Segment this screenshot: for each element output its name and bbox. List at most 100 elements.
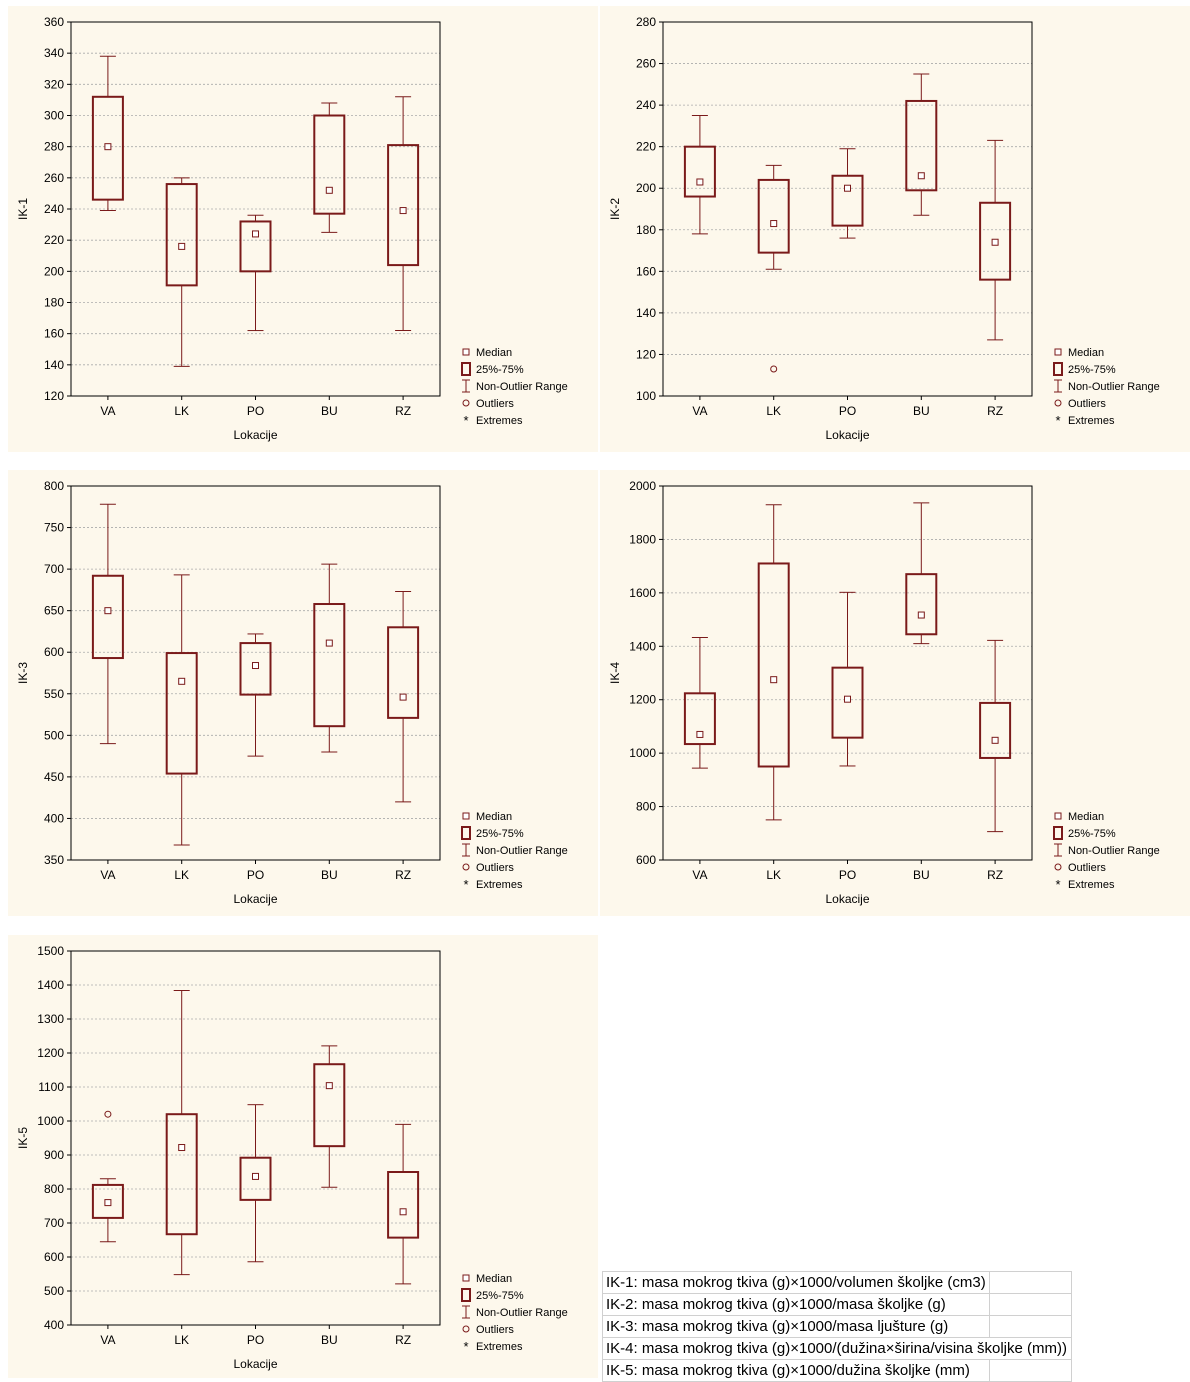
legend-box-label: 25%-75% xyxy=(1068,828,1116,840)
iqr-box xyxy=(313,1063,346,1148)
y-axis-label: IK-4 xyxy=(608,662,622,684)
boxplot-chart: 350 400 450 500 550 600 650 700 750 800 VA LK PO BU RZ… xyxy=(16,479,568,906)
median-marker xyxy=(252,662,259,670)
y-tick-label: 180 xyxy=(636,223,656,237)
x-tick-label: BU xyxy=(321,868,338,882)
x-tick-label: BU xyxy=(321,404,338,418)
y-tick-label: 650 xyxy=(44,604,64,618)
y-tick-label: 1000 xyxy=(629,746,656,760)
x-tick-label: LK xyxy=(766,404,781,418)
legend-median-label: Median xyxy=(476,1273,512,1285)
iqr-box xyxy=(757,178,790,254)
x-tick-label: VA xyxy=(100,404,115,418)
median-marker xyxy=(770,220,778,228)
x-tick-label: RZ xyxy=(987,404,1003,418)
iqr-box xyxy=(91,574,124,660)
chart-panel-ik3: 350 400 450 500 550 600 650 700 750 800 VA LK PO BU RZ… xyxy=(8,470,598,916)
median-marker xyxy=(844,184,851,192)
y-axis-label: IK-2 xyxy=(608,198,622,220)
median-marker xyxy=(770,676,778,684)
y-tick-label: 180 xyxy=(44,296,64,310)
chart-panel-ik4: 600 800 1000 1200 1400 1600 1800 2000 VA LK PO BU RZ… xyxy=(600,470,1190,916)
definition-row: IK-3: masa mokrog tkiva (g)×1000/masa lj… xyxy=(602,1315,1072,1338)
legend-box-symbol xyxy=(1053,826,1063,840)
legend-median-symbol xyxy=(462,1274,470,1282)
y-tick-label: 600 xyxy=(636,853,656,867)
x-axis-label: Lokacije xyxy=(825,428,869,442)
iqr-box xyxy=(239,220,272,273)
y-tick-label: 200 xyxy=(44,264,64,278)
legend-outlier-symbol xyxy=(462,863,470,871)
x-tick-label: BU xyxy=(913,404,930,418)
y-tick-label: 1600 xyxy=(629,586,656,600)
legend-range-label: Non-Outlier Range xyxy=(476,381,568,393)
iqr-box xyxy=(387,1171,420,1239)
y-tick-label: 800 xyxy=(44,479,64,493)
iqr-box xyxy=(313,603,346,728)
y-tick-label: 360 xyxy=(44,15,64,29)
y-tick-label: 750 xyxy=(44,521,64,535)
iqr-box xyxy=(91,95,124,201)
boxplot-chart: 100 120 140 160 180 200 220 240 260 280 VA LK PO BU RZ… xyxy=(608,15,1160,442)
legend-outlier-symbol xyxy=(1054,863,1062,871)
plot-frame xyxy=(662,485,1033,861)
y-tick-label: 260 xyxy=(636,57,656,71)
y-tick-label: 350 xyxy=(44,853,64,867)
x-tick-label: RZ xyxy=(395,404,411,418)
iqr-box xyxy=(313,114,346,215)
median-marker xyxy=(696,730,704,738)
legend-median-symbol xyxy=(1054,812,1062,820)
plot-frame xyxy=(70,485,441,861)
definition-text: IK-5: masa mokrog tkiva (g)×1000/dužina … xyxy=(602,1359,990,1382)
x-tick-label: LK xyxy=(766,868,781,882)
median-marker xyxy=(178,677,186,685)
y-tick-label: 200 xyxy=(636,181,656,195)
legend-range-label: Non-Outlier Range xyxy=(1068,845,1160,857)
y-tick-label: 1400 xyxy=(629,639,656,653)
chart-panel-ik1: 120 140 160 180 200 220 240 260 280 300 320 340 360 V… xyxy=(8,6,598,452)
legend-extreme-label: Extremes xyxy=(476,1341,523,1353)
y-axis-label: IK-5 xyxy=(16,1127,30,1149)
x-tick-label: LK xyxy=(174,1333,189,1347)
x-tick-label: BU xyxy=(913,868,930,882)
iqr-box xyxy=(831,666,864,739)
y-tick-label: 500 xyxy=(44,728,64,742)
y-axis-label: IK-3 xyxy=(16,662,30,684)
legend-median-label: Median xyxy=(1068,347,1104,359)
iqr-box xyxy=(831,174,864,227)
legend-outlier-symbol xyxy=(462,399,470,407)
legend-extreme-symbol: * xyxy=(463,1339,468,1354)
plot-frame xyxy=(662,21,1033,397)
iqr-box xyxy=(979,701,1012,759)
median-marker xyxy=(917,611,925,619)
y-tick-label: 1000 xyxy=(37,1114,64,1128)
x-tick-label: VA xyxy=(100,868,115,882)
outlier-point xyxy=(104,1110,112,1118)
iqr-box xyxy=(387,626,420,719)
iqr-box xyxy=(757,562,790,768)
definition-text: IK-2: masa mokrog tkiva (g)×1000/masa šk… xyxy=(602,1293,990,1316)
boxplot-chart: 600 800 1000 1200 1400 1600 1800 2000 VA LK PO BU RZ… xyxy=(608,479,1160,906)
y-tick-label: 160 xyxy=(636,264,656,278)
boxplot-chart: 120 140 160 180 200 220 240 260 280 300 320 340 360 V… xyxy=(16,15,568,442)
legend-extreme-symbol: * xyxy=(463,877,468,892)
x-tick-label: RZ xyxy=(395,868,411,882)
median-marker xyxy=(252,230,259,238)
definition-row: IK-1: masa mokrog tkiva (g)×1000/volumen… xyxy=(602,1271,1072,1294)
y-tick-label: 800 xyxy=(636,800,656,814)
y-tick-label: 240 xyxy=(636,98,656,112)
definition-row: IK-2: masa mokrog tkiva (g)×1000/masa šk… xyxy=(602,1293,1072,1316)
median-marker xyxy=(104,143,112,151)
legend-median-label: Median xyxy=(476,347,512,359)
legend-outlier-symbol xyxy=(1054,399,1062,407)
y-tick-label: 600 xyxy=(44,645,64,659)
x-tick-label: PO xyxy=(247,1333,264,1347)
y-tick-label: 1200 xyxy=(629,693,656,707)
median-marker xyxy=(844,695,851,703)
legend-outlier-label: Outliers xyxy=(1068,398,1106,410)
x-tick-label: PO xyxy=(839,868,856,882)
y-tick-label: 700 xyxy=(44,1216,64,1230)
x-tick-label: PO xyxy=(247,868,264,882)
y-tick-label: 100 xyxy=(636,389,656,403)
legend-box-symbol xyxy=(461,362,471,376)
